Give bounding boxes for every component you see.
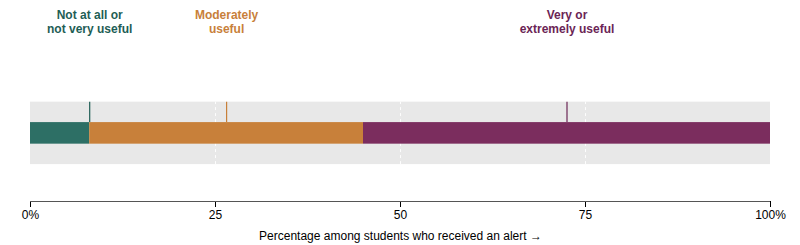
svg-text:0%: 0% (22, 208, 40, 222)
svg-text:75: 75 (579, 208, 593, 222)
svg-text:25: 25 (209, 208, 223, 222)
svg-text:Percentage among students who: Percentage among students who received a… (259, 229, 542, 243)
svg-text:Moderatelyuseful: Moderatelyuseful (195, 8, 259, 36)
svg-text:100%: 100% (755, 208, 786, 222)
svg-text:50: 50 (394, 208, 408, 222)
svg-text:Very orextremely useful: Very orextremely useful (520, 8, 615, 36)
svg-text:Not at all ornot very useful: Not at all ornot very useful (47, 8, 132, 36)
